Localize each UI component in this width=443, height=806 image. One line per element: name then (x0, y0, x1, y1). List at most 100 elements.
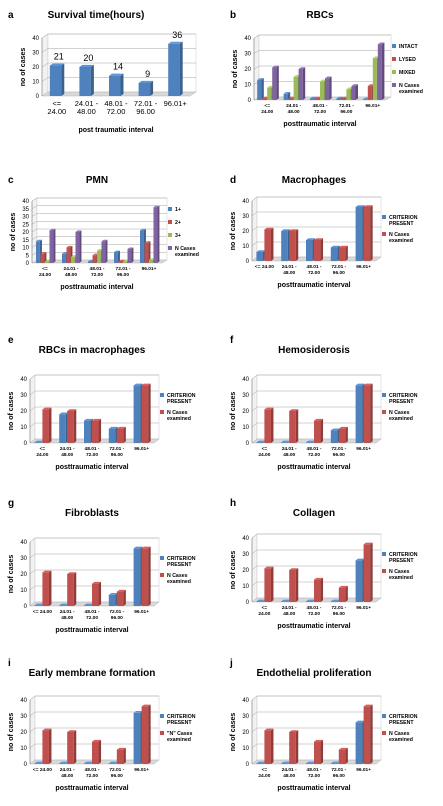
x-tick-label: 96.01+ (164, 99, 188, 108)
bar-front (123, 261, 127, 263)
bar-top (141, 704, 151, 707)
bar-front (116, 749, 124, 764)
bar (114, 250, 120, 263)
bar-side (295, 730, 299, 764)
bar-front (330, 247, 338, 261)
legend-label: N Cases examined (389, 232, 413, 244)
gridline (31, 221, 167, 225)
legend-label: INTACT (399, 44, 418, 50)
bar (314, 577, 324, 602)
bar (59, 412, 69, 443)
bar-front (101, 241, 106, 263)
bar-front (338, 749, 346, 764)
bar-top (256, 440, 266, 443)
bar-front (314, 741, 321, 764)
gridline (253, 65, 391, 70)
bar (116, 589, 126, 606)
x-tick-label: 24.01 -48.00 (282, 264, 297, 276)
y-tick-label: 0 (24, 441, 28, 447)
y-tick-label: 30 (242, 552, 249, 558)
bar (355, 205, 365, 261)
legend-swatch (392, 70, 396, 74)
bar-front (314, 240, 321, 261)
bar (116, 747, 126, 764)
bar (92, 418, 102, 443)
gridline (29, 727, 159, 733)
bar (355, 558, 365, 602)
y-tick-label: 40 (242, 536, 249, 542)
bar-top (372, 56, 380, 59)
bar-top (144, 241, 151, 243)
bar-top (108, 593, 118, 595)
bar-top (92, 418, 102, 421)
bar (363, 704, 373, 764)
x-tick-label: <= 24.00 (33, 767, 52, 773)
bar-front (42, 409, 49, 443)
legend-swatch (382, 215, 386, 219)
legend-swatch (160, 410, 164, 414)
bar (314, 739, 324, 764)
bar-top (264, 407, 274, 410)
gridline (41, 77, 196, 82)
bar (92, 739, 102, 764)
bar-top (49, 228, 56, 231)
chart-title: PMN (86, 175, 108, 186)
gridline (251, 711, 381, 717)
bar (141, 383, 151, 443)
bar (108, 593, 118, 606)
bar-front (256, 252, 263, 261)
bar (67, 409, 77, 443)
y-tick-label: 30 (20, 556, 27, 562)
bar-top (289, 229, 299, 231)
bar-front (363, 706, 371, 764)
bar-side (73, 409, 77, 443)
bar-top (34, 603, 44, 606)
gridline (251, 743, 381, 749)
gridline (29, 711, 159, 717)
legend-entry: CRITERION PRESENT (382, 393, 418, 405)
legend-entry: CRITERION PRESENT (382, 552, 418, 564)
bar-front (127, 249, 132, 263)
legend-swatch (160, 731, 164, 735)
bar-top (298, 67, 306, 69)
y-tick-label: 30 (242, 214, 249, 220)
bar-front (281, 763, 288, 764)
bar-front (59, 763, 66, 764)
bar-front (336, 98, 341, 100)
x-tick-label: 48.01 -72.00 (313, 103, 328, 115)
bar-top (267, 85, 274, 88)
x-axis-label: posttraumatic interval (55, 785, 128, 792)
bar (264, 728, 274, 764)
bar-top (338, 245, 348, 248)
y-tick-label: 20 (242, 730, 249, 736)
chart-a: a Survival time(hours) 0 10 20 30 40 no of case… (8, 10, 197, 134)
gridline (251, 727, 381, 733)
bar-top (289, 730, 299, 732)
x-tick-label: 48.01 -72.00 (307, 446, 322, 458)
bar-front (338, 247, 346, 261)
bar-top (338, 747, 348, 750)
bar (133, 383, 143, 443)
y-tick-label: 20 (20, 409, 27, 415)
panel-letter: b (230, 10, 236, 21)
data-label: 9 (145, 69, 150, 79)
legend-label: LYSED (399, 57, 416, 63)
bar-top (138, 80, 154, 83)
bar-front (320, 81, 325, 100)
gridline (251, 422, 381, 428)
bar-front (97, 250, 101, 263)
bar (289, 730, 299, 764)
y-axis-label: no of cases (230, 551, 237, 590)
legend-entry: INTACT (392, 44, 418, 50)
x-tick-label: <= 24.00 (39, 266, 51, 278)
bar-side (120, 73, 124, 96)
legend-entry: LYSED (392, 57, 416, 63)
bar-top (320, 79, 327, 82)
bar-top (264, 566, 274, 569)
gridline (41, 33, 196, 39)
gridline (29, 585, 159, 591)
bar-side (123, 426, 126, 443)
bar-top (330, 428, 340, 431)
x-tick-label: 48.01 -72.00 (85, 609, 100, 621)
legend-entry: CRITERION PRESENT (382, 714, 418, 726)
